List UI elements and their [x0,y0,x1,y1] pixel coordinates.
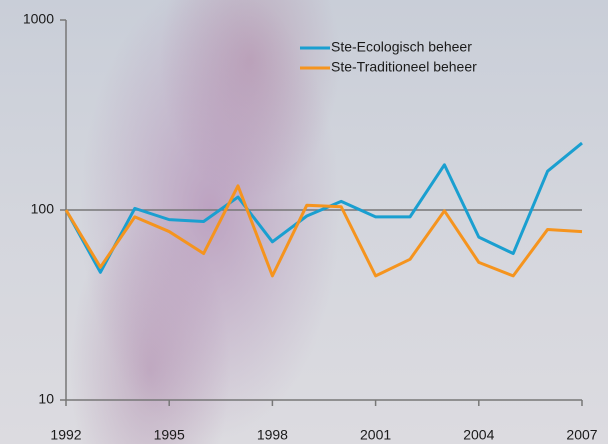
x-tick-label: 1995 [154,427,185,443]
series-line [64,184,583,278]
series-line [64,141,583,274]
x-tick-label: 1992 [50,427,81,443]
x-tick-label: 2007 [566,427,597,443]
y-tick-label: 10 [38,391,54,407]
y-tick-label: 1000 [23,11,54,27]
x-tick-label: 2004 [463,427,494,443]
x-tick-label: 1998 [257,427,288,443]
x-tick-label: 2001 [360,427,391,443]
legend-label: Ste-Traditioneel beheer [331,59,477,75]
legend-label: Ste-Ecologisch beheer [331,39,472,55]
y-tick-label: 100 [31,201,55,217]
